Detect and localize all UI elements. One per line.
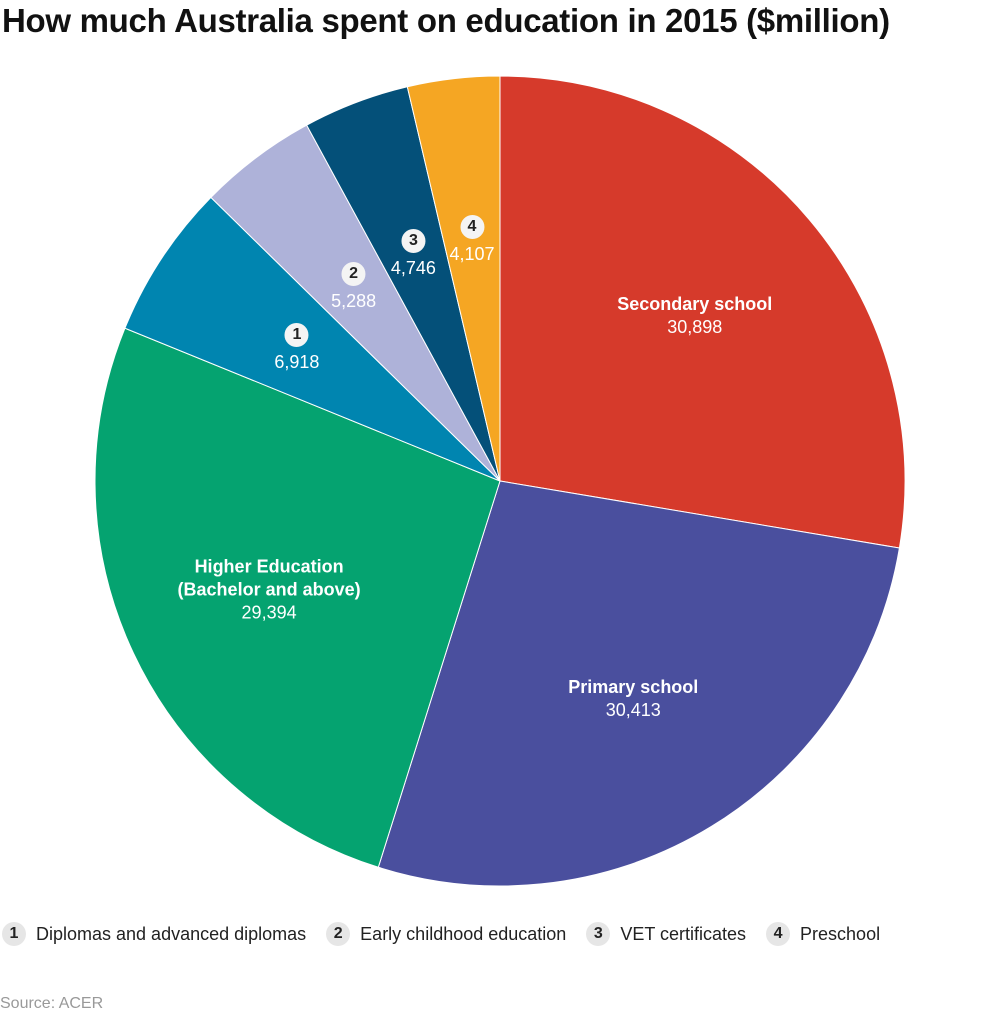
- legend-badge: 3: [586, 922, 611, 946]
- marker-badge: 2: [341, 262, 366, 286]
- legend-label: VET certificates: [620, 923, 747, 944]
- legend-badge: 1: [2, 922, 26, 946]
- pie-slice: [377, 480, 900, 887]
- slice-label: Secondary school 30,898: [600, 293, 790, 339]
- category-label: Secondary school: [617, 294, 773, 315]
- value-label: 5,288: [331, 291, 377, 311]
- value-label: 30,413: [605, 699, 661, 720]
- slice-label: 2 5,288: [331, 261, 376, 313]
- legend-entry: 4 Preschool: [766, 922, 880, 946]
- slice-label: Primary school 30,413: [538, 676, 728, 722]
- pie-slice: [94, 327, 501, 868]
- marker-badge: 4: [459, 214, 484, 239]
- marker-badge: 1: [284, 322, 309, 347]
- value-label: 30,898: [667, 317, 723, 338]
- legend-entry: 2 Early childhood education: [326, 922, 566, 946]
- value-label: 4,107: [449, 243, 495, 264]
- slice-label: Higher Education (Bachelor and above) 29,…: [174, 555, 364, 624]
- marker-badge: 3: [401, 228, 426, 253]
- legend-label: Preschool: [800, 923, 881, 944]
- source: Source: ACER: [0, 995, 104, 1012]
- slice-label: 3 4,746: [391, 228, 436, 280]
- legend-entry: 1 Diplomas and advanced diplomas: [2, 922, 306, 946]
- slice-label: 4 4,107: [449, 214, 495, 266]
- legend-label: Diplomas and advanced diplomas: [36, 923, 307, 944]
- legend-badge: 2: [326, 922, 351, 946]
- legend: 1 Diplomas and advanced diplomas 2 Early ch…: [2, 922, 880, 946]
- pie-slice: [124, 196, 501, 482]
- value-label: 4,746: [390, 257, 436, 278]
- chart: [94, 75, 906, 887]
- value-label: 6,918: [274, 351, 320, 372]
- slice-label: 1 6,918: [274, 322, 319, 374]
- legend-label: Early childhood education: [360, 923, 567, 944]
- value-label: 29,394: [241, 602, 297, 623]
- legend-entry: 3 VET certificates: [586, 922, 746, 946]
- chart-title: How much Australia spent on education in…: [2, 2, 890, 39]
- pie-slice: [499, 75, 906, 549]
- pie-slice: [406, 75, 501, 482]
- category-label: Primary school: [568, 676, 699, 697]
- legend-badge: 4: [766, 922, 791, 946]
- category-label: Higher Education (Bachelor and above): [177, 556, 361, 600]
